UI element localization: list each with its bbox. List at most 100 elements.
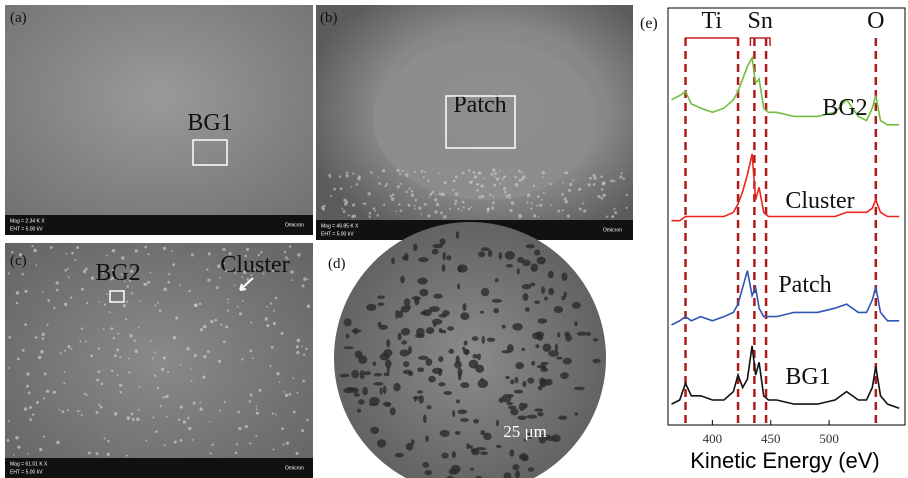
pit [369, 403, 378, 407]
speckle [114, 412, 117, 415]
speckle [24, 407, 28, 411]
pit [395, 453, 404, 458]
speckle [191, 380, 193, 382]
speckle [578, 188, 581, 191]
pit [401, 328, 410, 336]
speckle [163, 247, 166, 250]
speckle [321, 206, 324, 209]
speckle [150, 272, 152, 274]
pit [586, 332, 591, 336]
pit [543, 344, 552, 352]
speckle [15, 436, 18, 439]
speckle [613, 208, 615, 210]
speckle [123, 304, 126, 307]
speckle [135, 350, 138, 353]
pit [477, 353, 481, 360]
sem-image [5, 5, 313, 235]
speckle [420, 213, 422, 215]
speckle [234, 285, 236, 287]
x-axis-label: Kinetic Energy (eV) [690, 448, 880, 473]
speckle [227, 302, 229, 304]
speckle [269, 365, 271, 367]
speckle [241, 276, 243, 278]
speckle [24, 290, 27, 293]
speckle [17, 446, 20, 449]
pit [391, 257, 395, 264]
panel-d: (d) [328, 222, 606, 478]
speckle [63, 382, 65, 384]
pit [416, 328, 425, 337]
pit [364, 371, 371, 375]
speckle [199, 407, 202, 410]
speckle [237, 411, 240, 414]
pit [400, 349, 410, 356]
speckle [414, 208, 416, 210]
pit [519, 403, 525, 411]
speckle [519, 217, 521, 219]
pit [527, 378, 534, 384]
speckle [405, 174, 408, 177]
speckle [343, 210, 346, 213]
speckle [53, 307, 55, 309]
pit [433, 294, 442, 299]
speckle [460, 210, 462, 212]
pit [475, 447, 486, 450]
speckle [126, 455, 128, 457]
speckle [509, 209, 512, 212]
speckle [119, 384, 122, 387]
speckle [562, 209, 564, 211]
speckle [250, 322, 252, 324]
pit [373, 382, 383, 386]
pit [411, 296, 421, 300]
speckle [237, 306, 239, 308]
speckle [251, 274, 253, 276]
speckle [297, 253, 300, 256]
speckle [362, 203, 364, 205]
pit [457, 284, 460, 290]
pit [456, 355, 460, 363]
speckle [476, 183, 478, 185]
pit [440, 430, 450, 437]
speckle [206, 268, 208, 270]
pit [460, 382, 469, 388]
pit [393, 383, 400, 391]
bracket [686, 38, 739, 46]
speckle [421, 170, 424, 173]
speckle [7, 439, 10, 442]
speckle [241, 358, 243, 360]
speckle [126, 301, 128, 303]
speckle [152, 357, 154, 359]
pit [403, 361, 409, 367]
speckle [77, 410, 79, 412]
speckle [194, 354, 197, 357]
pit [522, 284, 531, 290]
speckle [370, 171, 373, 174]
speckle [68, 276, 70, 278]
pit [482, 335, 485, 344]
pit [478, 251, 485, 257]
pit [561, 296, 565, 300]
speckle [499, 183, 501, 185]
speckle [582, 202, 584, 204]
speckle [167, 371, 169, 373]
pit [360, 370, 365, 379]
speckle [503, 187, 506, 190]
speckle [619, 175, 622, 178]
speckle [219, 277, 221, 279]
speckle [202, 375, 205, 378]
speckle [59, 409, 61, 411]
pit [457, 264, 468, 272]
speckle [188, 290, 190, 292]
speckle [489, 193, 491, 195]
speckle [296, 351, 299, 354]
pit [432, 244, 443, 248]
speckle [125, 318, 127, 320]
speckle [127, 416, 131, 420]
info-text: Mag = 46.85 K X [321, 223, 359, 229]
pit [439, 328, 443, 333]
speckle [26, 372, 29, 375]
speckle [468, 169, 471, 172]
pit [475, 365, 484, 373]
speckle [568, 189, 571, 192]
pit [514, 390, 523, 394]
